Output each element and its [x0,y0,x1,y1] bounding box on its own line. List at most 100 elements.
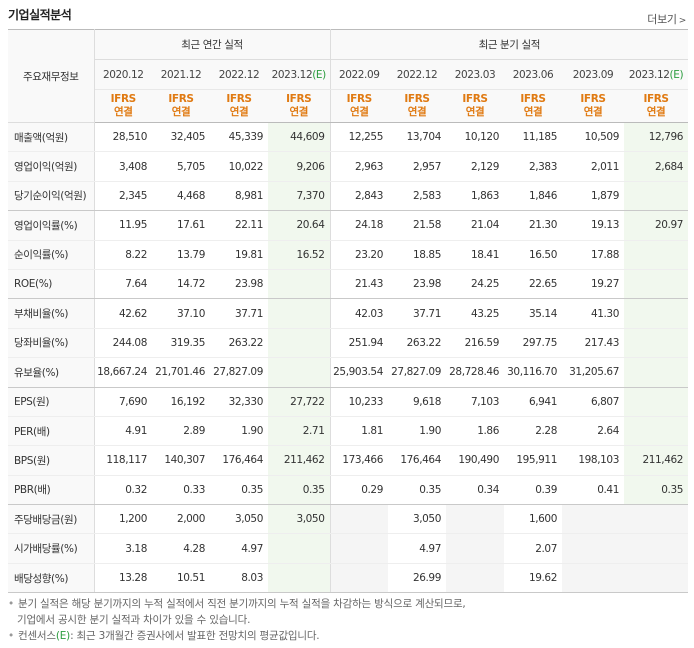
table-cell: 11,185 [504,122,562,153]
table-cell: 0.29 [330,475,388,506]
ifrs-header: IFRS 연결 [268,89,331,123]
row-label: BPS(원) [8,445,95,476]
table-cell [330,504,388,535]
table-cell: 13.28 [94,563,152,594]
table-cell: 251.94 [330,328,388,359]
table-cell: 9,618 [388,387,446,417]
financial-table: 주요재무정보 최근 연간 실적 최근 분기 실적 2020.12 2021.12 2… [8,29,689,594]
table-cell [624,533,689,564]
table-cell: 0.35 [268,475,331,506]
table-cell [624,269,689,300]
table-cell: 21.43 [330,269,388,300]
table-cell [446,563,504,594]
table-cell: 3,050 [210,504,268,535]
table-cell: 28,728.46 [446,357,504,388]
table-cell: 3.18 [94,533,152,564]
table-cell: 2,129 [446,151,504,182]
table-cell: 19.81 [210,240,268,270]
table-cell: 3,408 [94,151,152,182]
table-cell: 2.07 [504,533,562,564]
table-row: 영업이익(억원) 3,408 5,705 10,022 9,206 2,963 2,957 2… [8,151,689,182]
row-label: 시가배당률(%) [8,533,95,564]
table-cell: 8,981 [210,181,268,212]
table-cell: 1,600 [504,504,562,535]
table-cell [624,504,689,535]
table-cell: 10,022 [210,151,268,182]
period-header: 2020.12 [94,59,152,90]
table-cell: 37.71 [210,298,268,329]
table-cell: 1,200 [94,504,152,535]
table-cell: 217.43 [562,328,624,359]
chevron-right-icon: > [678,16,687,26]
table-cell: 2.28 [504,416,562,447]
table-cell: 32,405 [152,122,210,153]
table-cell [446,504,504,535]
table-row: 영업이익률(%) 11.95 17.61 22.11 20.64 24.18 21.58 21… [8,210,689,241]
table-cell: 21.04 [446,210,504,241]
table-cell: 20.64 [268,210,331,241]
table-cell [268,357,331,388]
table-cell [624,357,689,388]
table-cell [624,328,689,359]
table-cell [268,269,331,300]
table-cell: 27,827.09 [388,357,446,388]
table-cell: 42.03 [330,298,388,329]
row-label: PBR(배) [8,475,95,506]
table-row: ROE(%) 7.64 14.72 23.98 21.43 23.98 24.25 22.65… [8,269,689,300]
footnote-2: • 컨센서스(E): 최근 3개월간 증권사에서 발표한 전망치의 평균값입니다. [8,630,320,642]
table-cell: 11.95 [94,210,152,241]
table-cell: 43.25 [446,298,504,329]
period-header: 2023.03 [446,59,504,90]
table-cell: 2.71 [268,416,331,447]
table-cell: 297.75 [504,328,562,359]
table-cell [624,181,689,212]
table-cell: 16,192 [152,387,210,417]
table-cell: 21.30 [504,210,562,241]
ifrs-header: IFRS 연결 [94,89,152,123]
table-cell [268,328,331,359]
table-cell: 2.89 [152,416,210,447]
table-cell [330,563,388,594]
table-row: 당기순이익(억원) 2,345 4,468 8,981 7,370 2,843 2,583 1… [8,181,689,212]
table-cell: 19.27 [562,269,624,300]
table-row: PER(배) 4.91 2.89 1.90 2.71 1.81 1.90 1.86 2.28 2.… [8,416,689,447]
table-cell [624,298,689,329]
table-cell: 2,957 [388,151,446,182]
table-cell: 4.28 [152,533,210,564]
table-cell: 198,103 [562,445,624,476]
ifrs-header: IFRS 연결 [210,89,268,123]
table-cell [268,563,331,594]
table-cell: 42.62 [94,298,152,329]
table-row: 순이익률(%) 8.22 13.79 19.81 16.52 23.20 18.85 18.4… [8,240,689,270]
table-cell: 13.79 [152,240,210,270]
table-cell: 19.62 [504,563,562,594]
table-cell [624,387,689,417]
table-cell: 14.72 [152,269,210,300]
table-cell: 211,462 [624,445,689,476]
table-cell: 10,233 [330,387,388,417]
table-cell: 10,120 [446,122,504,153]
table-row: 시가배당률(%) 3.18 4.28 4.97 4.97 2.07 [8,533,689,564]
row-label: 유보율(%) [8,357,95,388]
table-cell: 0.35 [624,475,689,506]
table-cell: 31,205.67 [562,357,624,388]
table-cell: 4.91 [94,416,152,447]
ifrs-header: IFRS 연결 [504,89,562,123]
table-row: 유보율(%) 18,667.24 21,701.46 27,827.09 25,903.… [8,357,689,388]
table-cell [624,563,689,594]
table-cell: 1,846 [504,181,562,212]
table-cell: 4.97 [388,533,446,564]
table-cell: 2,383 [504,151,562,182]
row-label: 매출액(억원) [8,122,95,153]
group-quarter-header: 최근 분기 실적 [330,29,689,60]
period-header: 2023.09 [562,59,624,90]
ifrs-header: IFRS 연결 [152,89,210,123]
table-cell: 2,345 [94,181,152,212]
row-label: 영업이익률(%) [8,210,95,241]
table-cell [624,240,689,270]
table-cell: 6,941 [504,387,562,417]
table-cell: 211,462 [268,445,331,476]
period-header: 2023.12(E) [624,59,689,90]
more-link[interactable]: 더보기 > [647,11,686,27]
footnotes: • 분기 실적은 해당 분기까지의 누적 실적에서 직전 분기까지의 누적 실적을… [8,596,688,644]
